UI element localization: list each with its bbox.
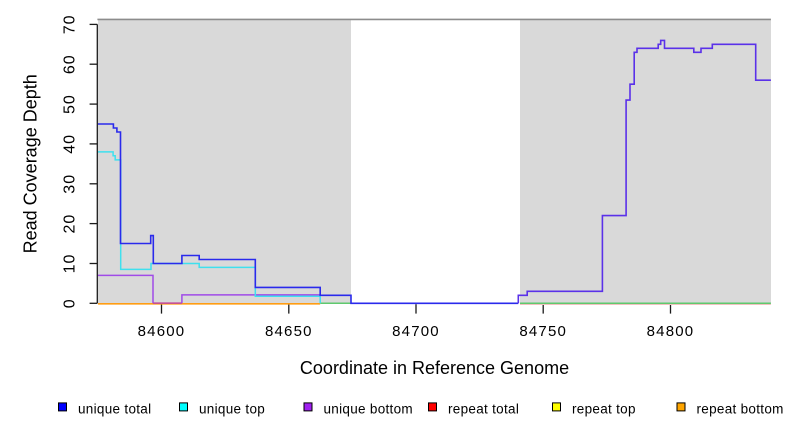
- svg-text:unique bottom: unique bottom: [324, 401, 413, 416]
- svg-text:60: 60: [62, 54, 79, 74]
- svg-text:10: 10: [62, 254, 79, 274]
- svg-text:Read Coverage Depth: Read Coverage Depth: [21, 74, 41, 253]
- svg-text:Coordinate in Reference Genome: Coordinate in Reference Genome: [300, 358, 569, 378]
- svg-text:40: 40: [62, 134, 79, 154]
- svg-text:30: 30: [62, 174, 79, 194]
- svg-text:0: 0: [62, 298, 79, 308]
- svg-text:84650: 84650: [265, 323, 313, 340]
- svg-text:unique total: unique total: [78, 401, 151, 416]
- svg-text:repeat top: repeat top: [572, 401, 636, 416]
- svg-text:repeat total: repeat total: [448, 401, 519, 416]
- svg-text:70: 70: [62, 15, 79, 35]
- svg-text:repeat bottom: repeat bottom: [697, 401, 784, 416]
- svg-text:84800: 84800: [647, 323, 695, 340]
- svg-text:20: 20: [62, 214, 79, 234]
- svg-text:50: 50: [62, 94, 79, 114]
- svg-text:84750: 84750: [519, 323, 567, 340]
- svg-text:unique top: unique top: [199, 401, 265, 416]
- svg-text:84700: 84700: [392, 323, 440, 340]
- svg-text:84600: 84600: [138, 323, 186, 340]
